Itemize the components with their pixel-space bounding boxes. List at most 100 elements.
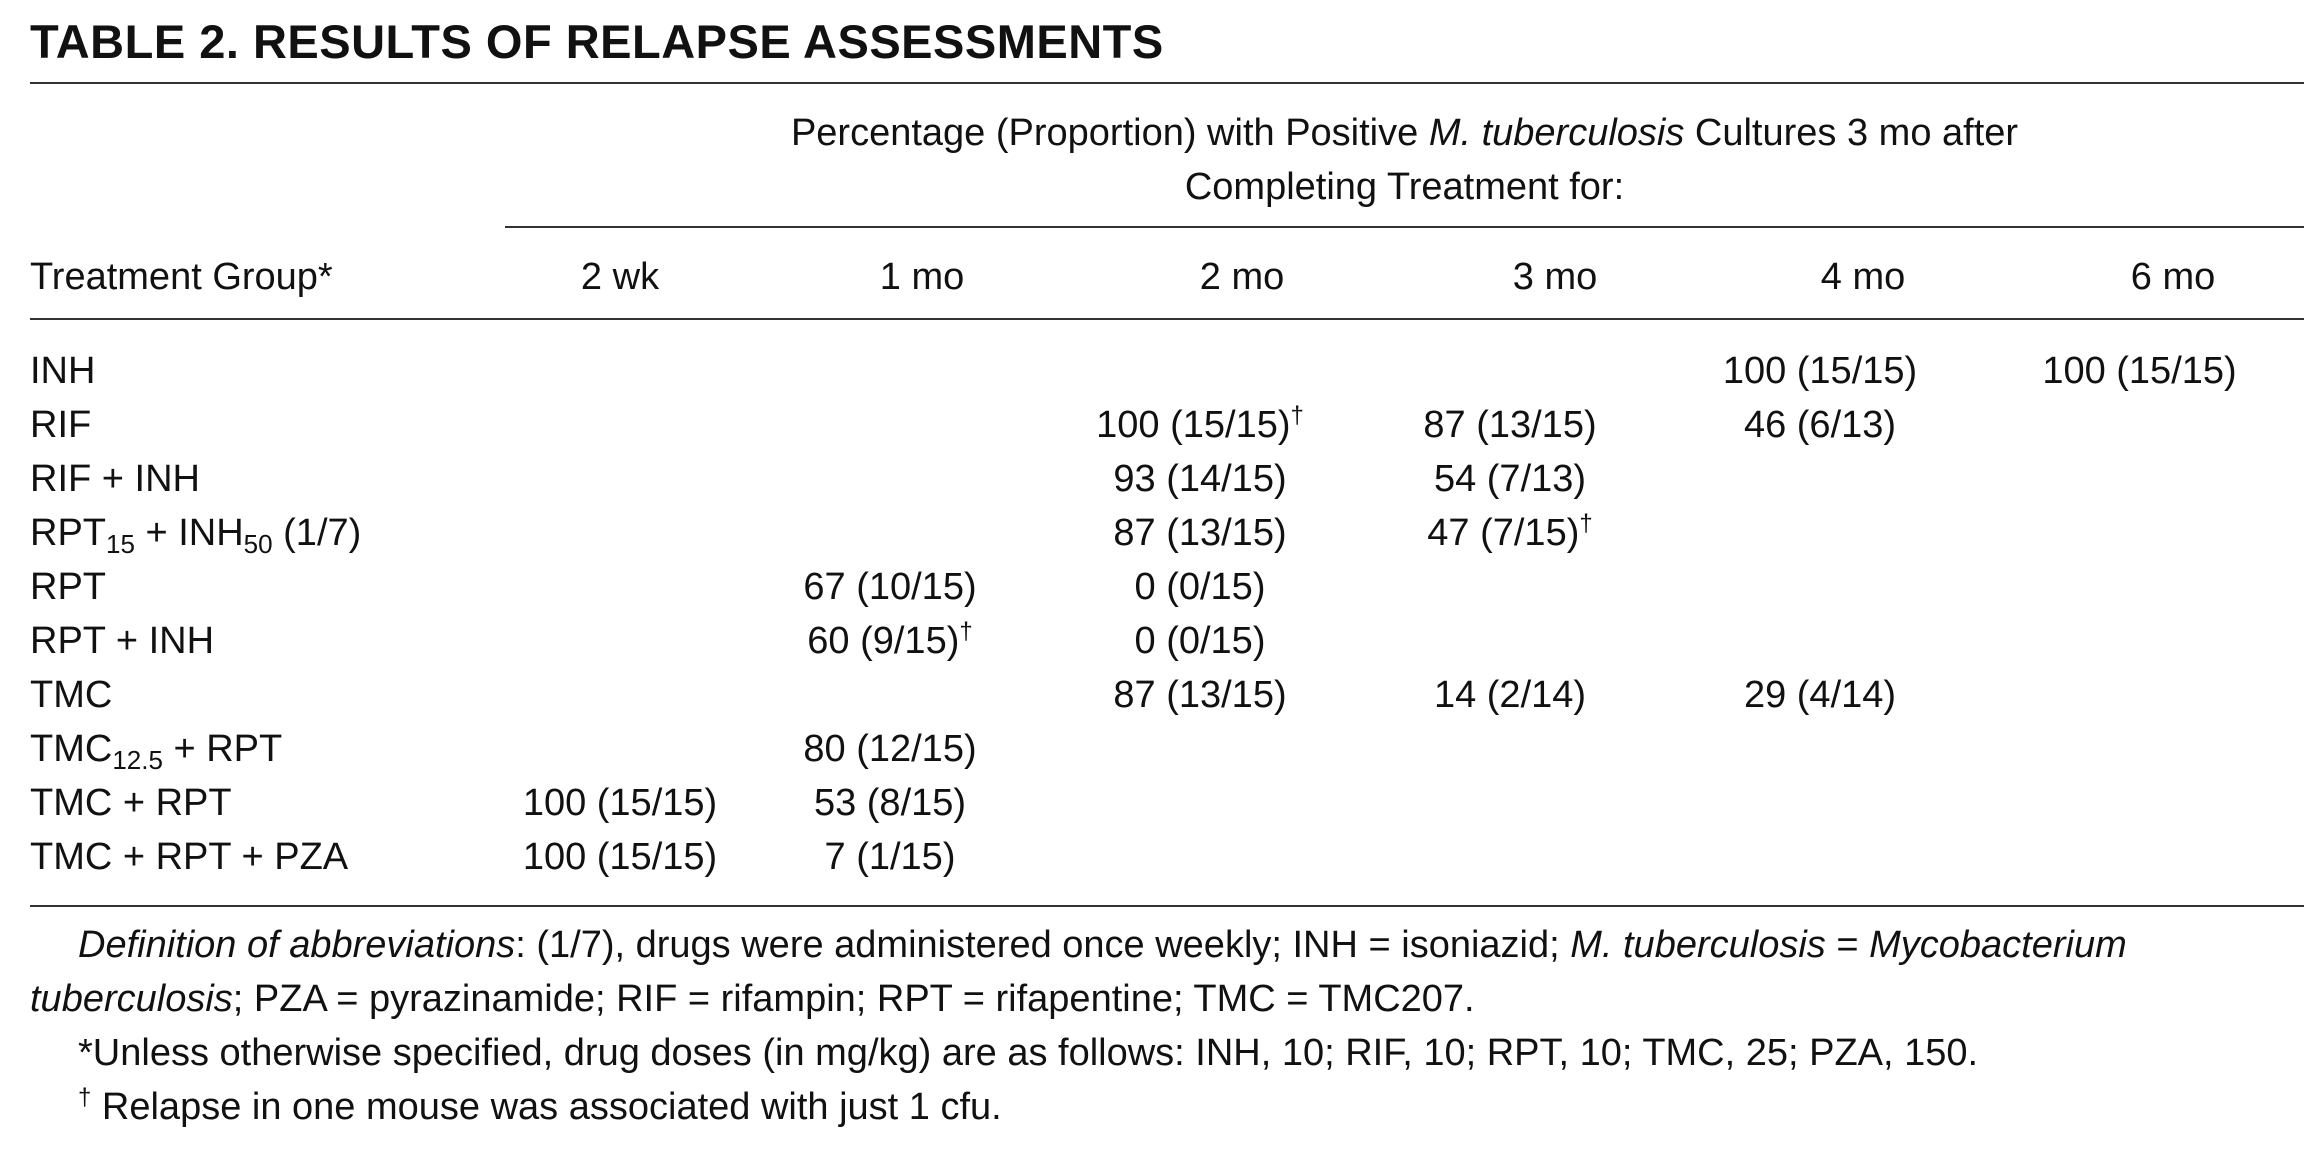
spanner-text-b: Cultures 3 mo after: [1684, 112, 2019, 154]
def-italic-1: Definition of abbreviations: [78, 924, 516, 966]
table-row: TMC + RPT + PZA 100 (15/15) 7 (1/15): [30, 830, 2304, 884]
result-cell: [1975, 614, 2304, 668]
result-cell: 100 (15/15): [505, 776, 735, 830]
result-cell: [505, 506, 735, 560]
result-cell: [1665, 614, 1975, 668]
treatment-group-part: (1/7): [272, 512, 362, 554]
result-value: 100 (15/15): [1096, 404, 1291, 446]
result-value: 100 (15/15): [522, 782, 718, 824]
result-value: 14 (2/14): [1433, 674, 1587, 716]
result-value: 60 (9/15): [807, 620, 960, 662]
result-cell: [735, 668, 1045, 722]
result-value: 80 (12/15): [803, 728, 977, 770]
result-cell: [1665, 506, 1975, 560]
result-cell: [735, 506, 1045, 560]
result-cell: 14 (2/14): [1355, 668, 1665, 722]
header-treatment-group: Treatment Group*: [30, 256, 333, 298]
header-2mo: 2 mo: [1199, 256, 1285, 298]
result-cell: [1975, 668, 2304, 722]
asterisk-mark: *: [78, 1032, 93, 1074]
spanner-rule: [505, 226, 2304, 228]
result-cell: [1975, 452, 2304, 506]
result-value: 87 (13/15): [1113, 512, 1287, 554]
treatment-group-cell: TMC + RPT + PZA: [30, 830, 505, 884]
treatment-group-cell: RPT + INH: [30, 614, 505, 668]
treatment-group-label: RPT: [30, 566, 106, 608]
treatment-group-cell: TMC + RPT: [30, 776, 505, 830]
result-cell: 100 (15/15): [1665, 344, 1975, 398]
bottom-rule: [30, 905, 2304, 907]
result-cell: 87 (13/15): [1355, 398, 1665, 452]
result-value: 100 (15/15): [522, 836, 718, 878]
result-value: 7 (1/15): [824, 836, 956, 878]
header-1mo: 1 mo: [879, 256, 965, 298]
result-cell: [1045, 344, 1355, 398]
result-cell: 54 (7/13): [1355, 452, 1665, 506]
asterisk-text: Unless otherwise specified, drug doses (…: [92, 1032, 1979, 1074]
result-value: 93 (14/15): [1113, 458, 1287, 500]
result-cell: 87 (13/15): [1045, 506, 1355, 560]
result-cell: [1045, 830, 1355, 884]
result-cell: [1975, 722, 2304, 776]
result-value: 100 (15/15): [1722, 350, 1918, 392]
result-cell: [1975, 830, 2304, 884]
header-4mo: 4 mo: [1820, 256, 1906, 298]
result-cell: [1045, 776, 1355, 830]
result-cell: [735, 344, 1045, 398]
result-cell: [1355, 614, 1665, 668]
result-cell: [1355, 344, 1665, 398]
result-cell: [1665, 722, 1975, 776]
dagger-note: † Relapse in one mouse was associated wi…: [30, 1080, 2304, 1134]
dagger-text: Relapse in one mouse was associated with…: [91, 1086, 1002, 1128]
result-cell: [1045, 722, 1355, 776]
treatment-group-label: TMC: [30, 674, 113, 716]
treatment-group-part: 15: [106, 529, 135, 559]
table-row: RPT15 + INH50 (1/7) 87 (13/15) 47 (7/15)†: [30, 506, 2304, 560]
result-cell: [1665, 560, 1975, 614]
result-cell: [1665, 830, 1975, 884]
result-cell: [1975, 398, 2304, 452]
result-cell: [1355, 830, 1665, 884]
result-cell: 60 (9/15)†: [735, 614, 1045, 668]
treatment-group-cell: RIF: [30, 398, 505, 452]
table-title: TABLE 2. RESULTS OF RELAPSE ASSESSMENTS: [30, 15, 1164, 68]
table-row: RPT + INH 60 (9/15)† 0 (0/15): [30, 614, 2304, 668]
treatment-group-cell: RPT: [30, 560, 505, 614]
table-row: TMC 87 (13/15) 14 (2/14) 29 (4/14): [30, 668, 2304, 722]
spanner-italic: M. tuberculosis: [1428, 112, 1685, 154]
result-cell: 100 (15/15)†: [1045, 398, 1355, 452]
result-value: 54 (7/13): [1433, 458, 1587, 500]
def-italic-2: M. tuberculosis: [1570, 924, 1826, 966]
result-cell: 53 (8/15): [735, 776, 1045, 830]
treatment-group-cell: INH: [30, 344, 505, 398]
result-cell: [1975, 560, 2304, 614]
def-text-3: ; PZA = pyrazinamide; RIF = rifampin; RP…: [232, 978, 1475, 1020]
treatment-group-part: 12.5: [112, 745, 163, 775]
result-cell: 47 (7/15)†: [1355, 506, 1665, 560]
results-table-body: INH 100 (15/15) 100 (15/15) RIF 100 (15/15)†…: [30, 344, 2304, 884]
result-cell: [1665, 776, 1975, 830]
result-cell: 100 (15/15): [1975, 344, 2304, 398]
result-cell: [1355, 560, 1665, 614]
treatment-group-label: INH: [30, 350, 96, 392]
result-value: 47 (7/15): [1427, 512, 1580, 554]
table-row: RIF + INH 93 (14/15) 54 (7/13): [30, 452, 2304, 506]
result-cell: [735, 452, 1045, 506]
result-cell: [1355, 722, 1665, 776]
table-row: TMC12.5 + RPT 80 (12/15): [30, 722, 2304, 776]
result-value: 100 (15/15): [2042, 350, 2237, 392]
result-cell: 7 (1/15): [735, 830, 1045, 884]
spanner-text-a: Percentage (Proportion) with Positive: [790, 112, 1429, 154]
result-cell: [505, 668, 735, 722]
treatment-group-part: + RPT: [162, 728, 283, 770]
header-2wk: 2 wk: [580, 256, 660, 298]
treatment-group-part: TMC: [30, 728, 113, 770]
treatment-group-label: RIF + INH: [30, 458, 200, 500]
dagger-mark: †: [78, 1084, 92, 1111]
result-cell: 80 (12/15): [735, 722, 1045, 776]
treatment-group-cell: TMC: [30, 668, 505, 722]
treatment-group-cell: RPT15 + INH50 (1/7): [30, 506, 505, 560]
result-cell: [505, 560, 735, 614]
table-row: TMC + RPT 100 (15/15) 53 (8/15): [30, 776, 2304, 830]
result-cell: [1665, 452, 1975, 506]
